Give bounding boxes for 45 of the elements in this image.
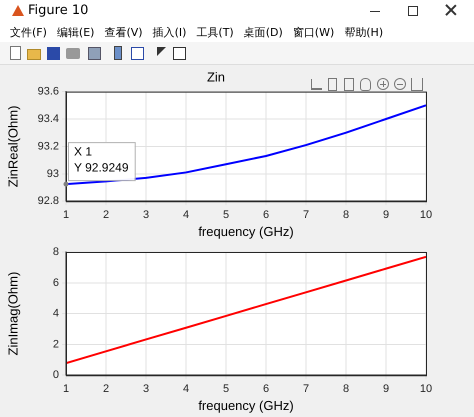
y-tick-label: 6 xyxy=(52,276,59,289)
text: 帮助(H) xyxy=(344,25,384,40)
x-tick-label: 3 xyxy=(142,208,150,221)
x-tick-label: 4 xyxy=(182,208,190,221)
x-tick-label: 1 xyxy=(62,208,70,221)
text: 桌面(D) xyxy=(244,25,283,40)
text: 编辑(E) xyxy=(56,25,94,40)
text: 工具(T) xyxy=(196,25,234,40)
y-tick-label: 93.2 xyxy=(38,140,59,152)
x-tick-label: 6 xyxy=(262,382,270,395)
y-tick-label: 0 xyxy=(52,369,59,382)
x-tick-label: 5 xyxy=(222,208,230,221)
x-tick-label: 1 xyxy=(62,382,70,395)
x-tick-label: 4 xyxy=(182,382,190,395)
y-tick-label: 93.6 xyxy=(38,86,59,98)
x-axis-title: frequency (GHz) xyxy=(198,224,294,239)
x-tick-label: 9 xyxy=(382,382,390,395)
x-tick-label: 8 xyxy=(342,208,350,221)
y-tick-label: 93 xyxy=(46,168,59,180)
chart-title: Zin xyxy=(206,69,226,84)
x-tick-label: 6 xyxy=(262,208,270,221)
x-tick-label: 2 xyxy=(102,382,110,395)
x-tick-label: 9 xyxy=(382,208,390,221)
y-tick-label: 2 xyxy=(52,338,59,350)
y-tick-label: 8 xyxy=(52,246,59,258)
x-axis-title: frequency (GHz) xyxy=(198,398,294,413)
x-tick-label: 3 xyxy=(142,382,150,395)
annotation: X 1 Y 92.9249 xyxy=(74,144,129,174)
x-tick-label: 8 xyxy=(342,382,350,395)
x-tick-label: 7 xyxy=(302,208,310,221)
y-tick-label: 92.8 xyxy=(38,195,59,208)
x-tick-label: 10 xyxy=(420,208,432,221)
x-tick-label: 7 xyxy=(302,382,310,395)
y-axis-title: ZinImag(Ohm) xyxy=(5,272,20,356)
y-tick-label: 4 xyxy=(52,308,59,320)
x-tick-label: 2 xyxy=(102,208,110,221)
x-tick-label: 10 xyxy=(420,382,432,395)
text: 插入(I) xyxy=(152,25,186,40)
y-axis-title: ZinReal(Ohm) xyxy=(5,106,20,188)
caption: Figure 10 xyxy=(28,3,88,18)
text: 窗口(W) xyxy=(292,25,334,40)
text: 查看(V) xyxy=(104,25,143,40)
y-tick-label: 93.4 xyxy=(38,113,59,126)
text: 文件(F) xyxy=(10,25,47,40)
x-tick-label: 5 xyxy=(222,382,230,395)
